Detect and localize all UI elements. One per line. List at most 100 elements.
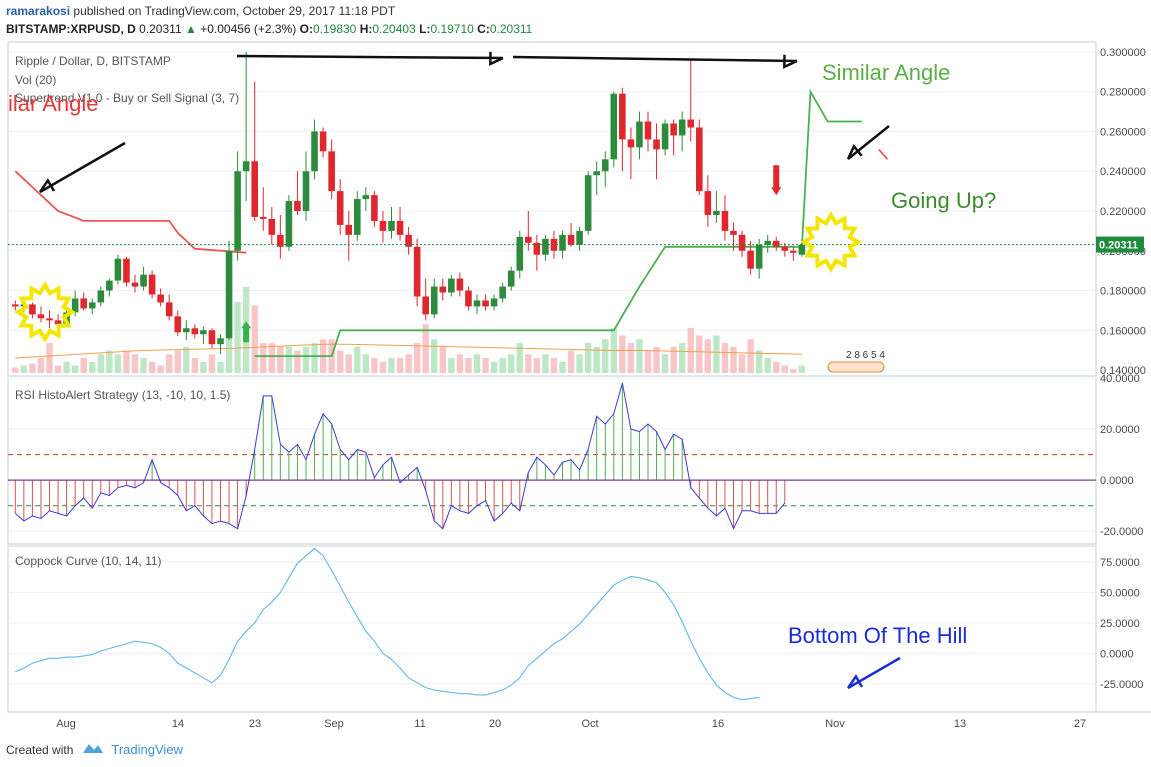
candle-body xyxy=(148,274,156,295)
volume-bar xyxy=(499,358,506,373)
candle-body xyxy=(542,238,549,255)
volume-ma-line xyxy=(15,343,802,359)
price-change: +0.00456 (+2.3%) xyxy=(200,22,297,36)
arrow-top-left-head xyxy=(489,51,504,66)
volume-bar xyxy=(123,350,130,373)
volume-bar xyxy=(20,365,28,373)
volume-bar xyxy=(285,346,293,373)
candle-body xyxy=(610,93,618,160)
volume-bar xyxy=(396,358,404,373)
volume-bar xyxy=(71,365,79,373)
arrow-left-angle-head xyxy=(38,178,56,193)
buy-signal-arrow-icon xyxy=(241,321,252,343)
candle-body xyxy=(670,123,677,136)
rsi-tick-label: -20.0000 xyxy=(1100,526,1143,538)
tradingview-link[interactable]: TradingView xyxy=(111,742,183,757)
volume-bar xyxy=(277,346,284,373)
footer: Created with TradingView xyxy=(6,741,183,758)
volume-bar xyxy=(208,354,216,373)
main-chart-title: Ripple / Dollar, D, BITSTAMP xyxy=(15,54,171,68)
candle-body xyxy=(242,161,250,172)
candle-body xyxy=(644,121,652,140)
annotation-bottom-hill: Bottom Of The Hill xyxy=(788,623,967,648)
volume-bar xyxy=(550,358,558,373)
volume-bar xyxy=(644,350,652,373)
arrow-right-angle-head xyxy=(846,144,863,160)
candle-body xyxy=(379,220,387,231)
volume-bar xyxy=(764,358,771,373)
volume-bar xyxy=(773,361,780,373)
annotation-going-up: Going Up? xyxy=(891,188,996,213)
volume-bar xyxy=(225,335,233,373)
volume-bar xyxy=(302,346,310,373)
volume-bar xyxy=(131,354,139,373)
candle-body xyxy=(217,338,224,345)
volume-bar xyxy=(46,343,53,373)
candle-body xyxy=(430,286,438,315)
supertrend-line xyxy=(14,170,247,254)
coppock-tick-label: 75.0000 xyxy=(1100,557,1140,569)
publisher-username[interactable]: ramarakosi xyxy=(6,4,71,18)
candle-body xyxy=(422,296,429,315)
candle-body xyxy=(12,304,19,307)
tradingview-logo-icon xyxy=(81,741,105,758)
candle-body xyxy=(131,282,139,287)
candle-body xyxy=(439,286,447,293)
volume-bar xyxy=(268,343,275,373)
candle-body xyxy=(499,286,506,299)
candle-body xyxy=(285,201,293,247)
annotation-right-angle: Similar Angle xyxy=(822,60,950,85)
candle-body xyxy=(336,191,344,225)
candle-body xyxy=(516,236,524,271)
volume-bar xyxy=(294,350,301,373)
volume-bar xyxy=(790,369,797,373)
candle-body xyxy=(559,234,566,251)
volume-bar xyxy=(439,346,446,373)
candle-body xyxy=(576,230,583,245)
volume-bar xyxy=(576,354,583,373)
volume-bar xyxy=(473,354,481,373)
volume-bar xyxy=(602,339,609,373)
arrow-left-angle xyxy=(39,141,126,194)
price-tick-label: 0.180000 xyxy=(1100,286,1146,298)
candle-body xyxy=(730,230,737,235)
volume-bar xyxy=(653,346,660,373)
candle-body xyxy=(259,216,267,219)
price-tick-label: 0.240000 xyxy=(1100,166,1146,178)
time-tick-label: 27 xyxy=(1074,718,1086,730)
volume-bar xyxy=(781,365,788,373)
candle-body xyxy=(627,139,635,148)
price-tick-label: 0.260000 xyxy=(1100,126,1146,138)
supertrend-line xyxy=(878,148,889,160)
candle-body xyxy=(388,220,395,231)
volume-bar xyxy=(405,354,412,373)
candle-body xyxy=(277,234,284,247)
candle-body xyxy=(798,244,806,255)
pane-frame xyxy=(7,377,1097,545)
publisher-line: ramarakosi published on TradingView.com,… xyxy=(6,4,395,18)
candle-body xyxy=(251,161,258,217)
volume-bar xyxy=(379,361,387,373)
current-price-label: 0.20311 xyxy=(1099,240,1138,252)
arrow-bottom-hill xyxy=(847,656,901,690)
close-value: 0.20311 xyxy=(489,22,533,36)
annotation-left-angle: ilar Angle xyxy=(8,91,99,116)
candle-body xyxy=(225,250,233,339)
volume-bar xyxy=(490,361,498,373)
candle-body xyxy=(619,93,626,140)
volume-bar xyxy=(798,365,806,373)
price-tick-label: 0.160000 xyxy=(1100,325,1146,337)
candle-body xyxy=(200,330,207,335)
volume-bar xyxy=(166,354,173,373)
volume-bar xyxy=(619,335,626,373)
volume-bar xyxy=(174,350,181,373)
candle-body xyxy=(601,159,609,172)
candle-body xyxy=(755,244,763,269)
arrow-top-right xyxy=(512,55,798,63)
volume-bar xyxy=(687,328,694,373)
volume-bar xyxy=(89,361,96,373)
high-value: 0.20403 xyxy=(372,22,416,36)
time-tick-label: Nov xyxy=(825,718,845,730)
candle-body xyxy=(704,191,712,215)
